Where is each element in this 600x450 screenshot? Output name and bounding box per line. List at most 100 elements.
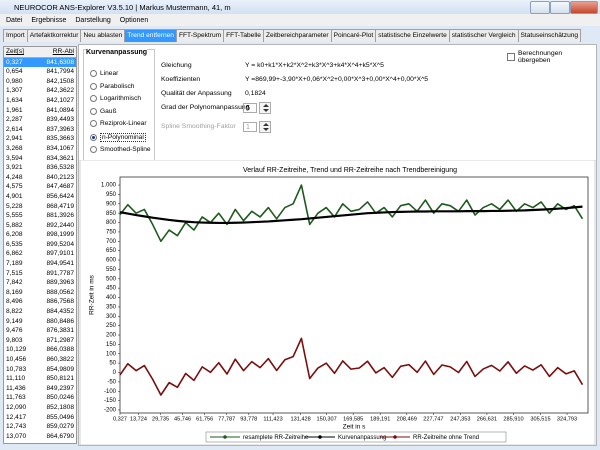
table-row[interactable]: 0,327 841,6308 xyxy=(4,57,76,68)
table-row[interactable]: 9,803 871,2987 xyxy=(4,336,76,346)
table-cell: 1,634 xyxy=(6,96,23,104)
x-tick-label: 324,793 xyxy=(557,416,577,422)
spinner[interactable] xyxy=(259,102,271,114)
table-row[interactable]: 2,941 835,3663 xyxy=(4,134,76,144)
table-row[interactable]: 4,248 840,2123 xyxy=(4,173,76,183)
radio-option[interactable]: Parabolisch xyxy=(90,82,134,90)
table-row[interactable]: 13,070 864,6790 xyxy=(4,432,76,442)
table-row[interactable]: 11,110 850,8121 xyxy=(4,374,76,384)
tab[interactable]: Poincaré-Plot xyxy=(330,29,377,42)
radio-button[interactable] xyxy=(90,145,97,153)
close-button[interactable] xyxy=(570,1,598,14)
table-row[interactable]: 9,476 876,3831 xyxy=(4,326,76,336)
tab[interactable]: Import xyxy=(3,29,28,42)
radio-option[interactable]: Gauß xyxy=(90,107,117,115)
table-row[interactable]: 7,842 889,3963 xyxy=(4,278,76,288)
table-row[interactable]: 0,654 841,7994 xyxy=(4,67,76,77)
table-cell: 8,169 xyxy=(6,288,23,296)
radio-button[interactable] xyxy=(90,95,97,103)
x-tick-label: 131,428 xyxy=(291,416,311,422)
table-row[interactable]: 10,456 860,3822 xyxy=(4,355,76,365)
maximize-button[interactable] xyxy=(550,1,570,14)
table-row[interactable]: 5,228 868,4719 xyxy=(4,202,76,212)
table-row[interactable]: 2,287 839,4493 xyxy=(4,115,76,125)
radio-option[interactable]: Linear xyxy=(90,70,118,77)
menu-item[interactable]: Darstellung xyxy=(75,16,111,24)
tab[interactable]: Zeitbereichparameter xyxy=(262,29,332,42)
table-row[interactable]: 1,307 842,3622 xyxy=(4,86,76,96)
tab[interactable]: Neu ablasten xyxy=(80,29,126,42)
table-cell: 837,3963 xyxy=(46,125,74,133)
radio-button[interactable] xyxy=(90,134,97,141)
table-row[interactable]: 6,535 899,5204 xyxy=(4,240,76,250)
table-row[interactable]: 12,743 859,0279 xyxy=(4,422,76,432)
column-header[interactable]: RR-Abl xyxy=(52,48,74,55)
radio-button[interactable] xyxy=(90,70,97,77)
table-row[interactable]: 5,555 881,3926 xyxy=(4,211,76,221)
table-row[interactable]: 6,862 897,9101 xyxy=(4,249,76,259)
tab[interactable]: FFT-Spektrum xyxy=(175,29,225,42)
radio-option[interactable]: Reziprok-Linear xyxy=(90,120,147,128)
table-row[interactable]: 6,208 898,1999 xyxy=(4,230,76,240)
radio-button[interactable] xyxy=(90,82,97,90)
table-row[interactable]: 3,921 836,5328 xyxy=(4,163,76,173)
table-cell: 888,0562 xyxy=(46,288,74,296)
table-cell: 2,287 xyxy=(6,116,23,124)
table-row[interactable]: 1,961 841,0894 xyxy=(4,106,76,116)
table-row[interactable]: 4,575 847,4687 xyxy=(4,182,76,192)
table-row[interactable]: 9,149 880,8486 xyxy=(4,317,76,327)
table-row[interactable]: 12,417 855,0496 xyxy=(4,413,76,423)
table-cell: 841,6308 xyxy=(46,58,74,66)
tab[interactable]: statistischer Vergleich xyxy=(448,29,519,42)
table-row[interactable]: 2,614 837,3963 xyxy=(4,125,76,135)
table-row[interactable]: 12,090 852,1808 xyxy=(4,403,76,413)
checkbox-box[interactable] xyxy=(507,53,515,61)
tab[interactable]: Trend entfernen xyxy=(124,29,177,42)
radio-button[interactable] xyxy=(90,107,97,115)
tab[interactable]: statistische Einzelwerte xyxy=(375,29,450,42)
radio-option[interactable]: Smoothed-Spline xyxy=(90,145,151,153)
x-tick-label: 189,191 xyxy=(370,416,390,422)
table-row[interactable]: 7,189 894,9541 xyxy=(4,259,76,269)
radio-button[interactable] xyxy=(90,120,97,128)
table-row[interactable]: 11,763 850,0246 xyxy=(4,393,76,403)
menu-item[interactable]: Datei xyxy=(6,16,23,24)
table-cell: 2,614 xyxy=(6,125,23,133)
series-line xyxy=(119,184,584,243)
table-row[interactable]: 8,822 884,4352 xyxy=(4,307,76,317)
radio-option[interactable]: n-Polynominal xyxy=(90,133,146,142)
table-row[interactable]: 4,901 856,6424 xyxy=(4,192,76,202)
y-tick-label: -200 xyxy=(104,408,117,414)
radio-option[interactable]: Logarithmisch xyxy=(90,95,141,103)
table-row[interactable]: 0,980 842,1508 xyxy=(4,77,76,87)
y-tick-label: 450 xyxy=(106,286,117,292)
table-row[interactable]: 3,594 834,3621 xyxy=(4,154,76,164)
x-tick-label: 61,756 xyxy=(196,416,213,422)
table-row[interactable]: 3,268 834,1067 xyxy=(4,144,76,154)
menu-item[interactable]: Ergebnisse xyxy=(31,16,67,24)
column-header[interactable]: Zeit[s] xyxy=(6,48,24,55)
table-cell: 842,3622 xyxy=(46,87,74,95)
tab[interactable]: FFT-Tabelle xyxy=(223,29,264,42)
x-tick-label: 77,787 xyxy=(218,416,235,422)
table-row[interactable]: 1,634 842,1027 xyxy=(4,96,76,106)
table-row[interactable]: 5,882 892,2440 xyxy=(4,221,76,231)
table-row[interactable]: 7,515 891,7787 xyxy=(4,269,76,279)
radio-label: n-Polynominal xyxy=(100,133,146,142)
legend-label: RR-Zeitreihe ohne Trend xyxy=(413,435,479,441)
table-row[interactable]: 10,783 854,9809 xyxy=(4,365,76,375)
minimize-button[interactable] xyxy=(530,1,550,14)
tab[interactable]: Statuseinschätzung xyxy=(517,29,582,42)
table-row[interactable]: 11,436 849,2397 xyxy=(4,384,76,394)
table-row[interactable]: 8,496 886,7568 xyxy=(4,297,76,307)
menu-item[interactable]: Optionen xyxy=(119,16,149,24)
tab[interactable]: Artefaktkorrektur xyxy=(26,29,82,42)
field-input[interactable]: 1 xyxy=(243,122,257,132)
y-axis-label: RR-Zeit in ms xyxy=(89,274,96,314)
table-row[interactable]: 10,129 866,0388 xyxy=(4,345,76,355)
checkbox[interactable]: Berechnungen übergeben xyxy=(507,50,596,64)
table-cell: 3,921 xyxy=(6,164,23,172)
table-row[interactable]: 8,169 888,0562 xyxy=(4,288,76,298)
field-input[interactable]: 5 xyxy=(243,103,257,113)
spinner[interactable] xyxy=(259,121,271,133)
